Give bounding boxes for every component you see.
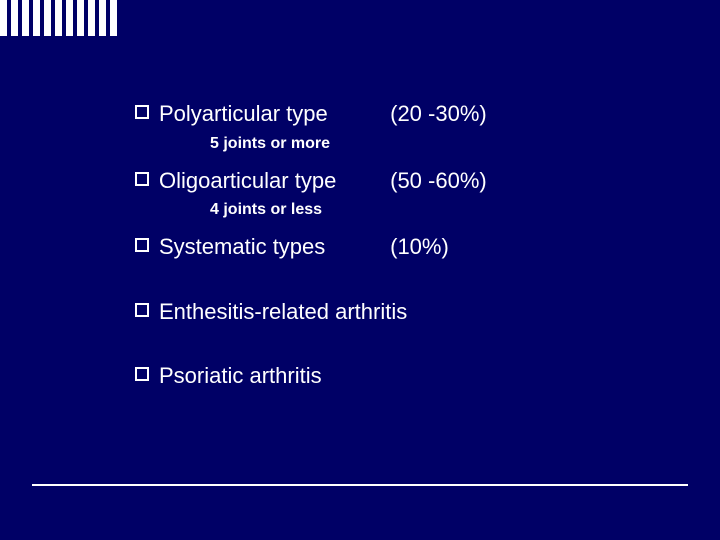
bar bbox=[33, 0, 40, 36]
item-text: Enthesitis-related arthritis bbox=[159, 298, 407, 327]
horizontal-rule bbox=[32, 484, 688, 486]
item-subtext: 5 joints or more bbox=[210, 135, 635, 153]
item-percentage: (10%) bbox=[390, 233, 449, 262]
bar bbox=[99, 0, 106, 36]
spacer bbox=[135, 268, 635, 298]
bar bbox=[110, 0, 117, 36]
item-label: Systematic types bbox=[159, 233, 384, 262]
content-area: Polyarticular type (20 -30%) 5 joints or… bbox=[135, 100, 635, 397]
bar bbox=[55, 0, 62, 36]
item-text: Psoriatic arthritis bbox=[159, 362, 322, 391]
bar bbox=[0, 0, 7, 36]
bar bbox=[44, 0, 51, 36]
item-percentage: (20 -30%) bbox=[390, 100, 487, 129]
spacer bbox=[135, 332, 635, 362]
item-subtext: 4 joints or less bbox=[210, 201, 635, 219]
decorative-bars bbox=[0, 0, 117, 36]
list-item: Polyarticular type (20 -30%) bbox=[135, 100, 635, 129]
square-bullet-icon bbox=[135, 172, 149, 186]
square-bullet-icon bbox=[135, 367, 149, 381]
item-label: Polyarticular type bbox=[159, 100, 384, 129]
item-text: Oligoarticular type (50 -60%) bbox=[159, 167, 487, 196]
item-label: Psoriatic arthritis bbox=[159, 363, 322, 388]
item-label: Enthesitis-related arthritis bbox=[159, 299, 407, 324]
list-item: Systematic types (10%) bbox=[135, 233, 635, 262]
list-item: Oligoarticular type (50 -60%) bbox=[135, 167, 635, 196]
bar bbox=[22, 0, 29, 36]
list-item: Psoriatic arthritis bbox=[135, 362, 635, 391]
item-percentage: (50 -60%) bbox=[390, 167, 487, 196]
bar bbox=[77, 0, 84, 36]
bar bbox=[11, 0, 18, 36]
bar bbox=[66, 0, 73, 36]
square-bullet-icon bbox=[135, 105, 149, 119]
bar bbox=[88, 0, 95, 36]
square-bullet-icon bbox=[135, 303, 149, 317]
list-item: Enthesitis-related arthritis bbox=[135, 298, 635, 327]
item-text: Systematic types (10%) bbox=[159, 233, 449, 262]
item-text: Polyarticular type (20 -30%) bbox=[159, 100, 487, 129]
item-label: Oligoarticular type bbox=[159, 167, 384, 196]
square-bullet-icon bbox=[135, 238, 149, 252]
